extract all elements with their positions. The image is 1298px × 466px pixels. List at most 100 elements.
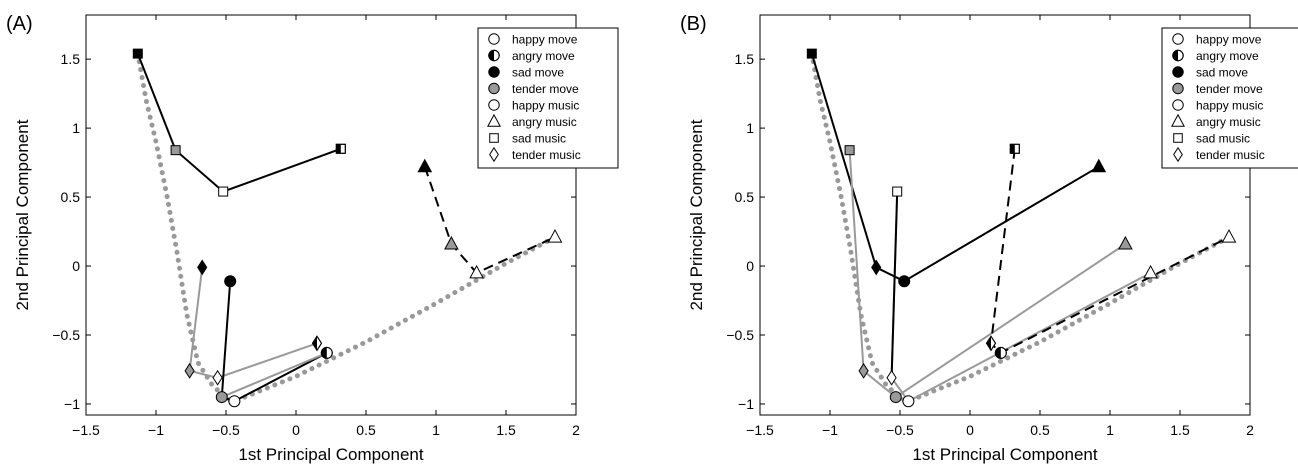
x-tick-label: 0.5 bbox=[356, 422, 376, 438]
data-point-square-white bbox=[892, 186, 903, 197]
legend-a: happy move angry move sad move tender move h… bbox=[477, 27, 619, 169]
x-axis-label-b: 1st Principal Component bbox=[912, 445, 1097, 464]
legend-marker-circle bbox=[488, 82, 500, 95]
legend-label: sad move bbox=[1196, 66, 1248, 80]
legend-marker-diamond bbox=[489, 146, 499, 163]
data-point-circle-white bbox=[902, 395, 915, 408]
legend-marker-triangle bbox=[1170, 113, 1186, 127]
y-tick-label: 1 bbox=[72, 120, 80, 136]
series-line-2 bbox=[848, 150, 1126, 399]
legend-label: tender music bbox=[1196, 148, 1265, 162]
data-point-diamond-half bbox=[985, 335, 997, 352]
data-point-diamond-gray bbox=[858, 362, 869, 379]
x-tick-label: 0 bbox=[292, 422, 300, 438]
x-tick-label: −1.5 bbox=[746, 422, 774, 438]
y-axis-label-a: 2nd Principal Component bbox=[13, 119, 32, 310]
data-point-circle-gray bbox=[889, 391, 902, 404]
series-line-4 bbox=[220, 281, 328, 403]
legend-marker-circle bbox=[488, 33, 500, 45]
series-line-4 bbox=[890, 191, 899, 378]
y-tick-label: −1 bbox=[64, 396, 80, 412]
legend-label: sad music bbox=[1196, 132, 1250, 146]
y-tick-label: 1.5 bbox=[61, 51, 81, 67]
axes-frame-b bbox=[759, 14, 1251, 416]
legend-label: angry move bbox=[1196, 49, 1259, 63]
data-point-triangle-white bbox=[469, 264, 484, 279]
x-tick-label: 2 bbox=[572, 422, 580, 438]
data-point-square-half bbox=[335, 143, 346, 154]
y-tick-label: −0.5 bbox=[726, 327, 754, 343]
series-line-5 bbox=[989, 148, 1230, 355]
legend-label: angry move bbox=[512, 49, 575, 63]
legend-label: tender music bbox=[512, 148, 581, 162]
legend-marker-square bbox=[1173, 133, 1183, 143]
axes-frame-a bbox=[85, 14, 577, 416]
x-tick-label: 1.5 bbox=[1170, 422, 1190, 438]
legend-marker-circle bbox=[1172, 66, 1184, 78]
reference-curve bbox=[809, 51, 1232, 404]
legend-label: tender move bbox=[512, 82, 579, 96]
legend-marker-diamond bbox=[1173, 146, 1183, 163]
legend-box bbox=[1161, 27, 1298, 169]
legend-label: sad move bbox=[512, 66, 564, 80]
x-tick-label: −1 bbox=[148, 422, 164, 438]
series-line-1 bbox=[136, 53, 342, 193]
legend-marker-circle bbox=[488, 99, 500, 111]
data-point-triangle-black bbox=[1091, 158, 1107, 173]
data-point-diamond-half bbox=[311, 335, 323, 352]
legend-marker-circle bbox=[1172, 33, 1184, 45]
x-tick-label: 1 bbox=[1106, 422, 1114, 438]
panel-label-a: (A) bbox=[6, 13, 33, 35]
legend-label: happy music bbox=[1196, 99, 1263, 113]
x-tick-label: −1 bbox=[822, 422, 838, 438]
legend-marker-triangle bbox=[486, 113, 502, 127]
x-tick-label: −1.5 bbox=[72, 422, 100, 438]
x-axis-label-a: 1st Principal Component bbox=[238, 445, 423, 464]
data-point-diamond-white bbox=[212, 369, 223, 386]
reference-curve bbox=[135, 51, 558, 404]
y-tick-label: 0 bbox=[746, 258, 754, 274]
y-tick-label: −1 bbox=[738, 396, 754, 412]
data-point-triangle-white bbox=[1221, 229, 1237, 243]
series-line-3 bbox=[188, 267, 318, 379]
legend-label: angry music bbox=[1196, 115, 1261, 129]
legend-marker-square bbox=[489, 133, 499, 143]
y-tick-label: 1.5 bbox=[735, 51, 755, 67]
legend-marker-circle bbox=[1172, 49, 1184, 62]
x-tick-label: −0.5 bbox=[212, 422, 240, 438]
legend-label: tender move bbox=[1196, 82, 1263, 96]
series-line-2 bbox=[423, 166, 556, 275]
data-point-circle-white bbox=[228, 395, 241, 408]
data-point-square-white bbox=[218, 186, 229, 197]
y-axis-label-b: 2nd Principal Component bbox=[687, 119, 706, 310]
data-point-diamond-black bbox=[197, 259, 208, 276]
legend-label: happy move bbox=[1196, 33, 1262, 47]
data-point-square-half bbox=[1009, 143, 1020, 154]
data-point-circle-gray bbox=[215, 391, 228, 404]
x-tick-label: −0.5 bbox=[886, 422, 914, 438]
data-point-triangle-gray bbox=[1118, 235, 1133, 250]
legend-label: angry music bbox=[512, 115, 577, 129]
data-point-square-black bbox=[132, 48, 143, 59]
legend-marker-circle bbox=[1172, 82, 1184, 95]
data-point-square-gray bbox=[844, 145, 855, 156]
data-point-diamond-white bbox=[886, 369, 897, 386]
legend-marker-circle bbox=[1172, 99, 1184, 111]
x-tick-label: 0.5 bbox=[1030, 422, 1050, 438]
panel-label-b: (B) bbox=[680, 13, 707, 35]
x-tick-label: 0 bbox=[966, 422, 974, 438]
y-tick-label: 1 bbox=[746, 120, 754, 136]
data-point-triangle-gray bbox=[444, 235, 459, 250]
data-point-diamond-gray bbox=[184, 362, 195, 379]
panel-a: (A) −1.5 −1 −0.5 0 0.5 1 1.5 2 −1 −0.5 0 0.5 1 1.5 1s… bbox=[6, 13, 619, 464]
data-point-circle-black bbox=[224, 275, 237, 288]
legend-marker-circle bbox=[488, 66, 500, 78]
data-point-circle-black bbox=[898, 275, 911, 288]
data-point-diamond-black bbox=[871, 259, 882, 276]
data-point-square-gray bbox=[170, 145, 181, 156]
series-line-1 bbox=[810, 53, 1100, 283]
legend-box bbox=[477, 27, 619, 169]
series-line-5 bbox=[221, 351, 328, 399]
legend-b: happy move angry move sad move tender move h… bbox=[1161, 27, 1298, 169]
